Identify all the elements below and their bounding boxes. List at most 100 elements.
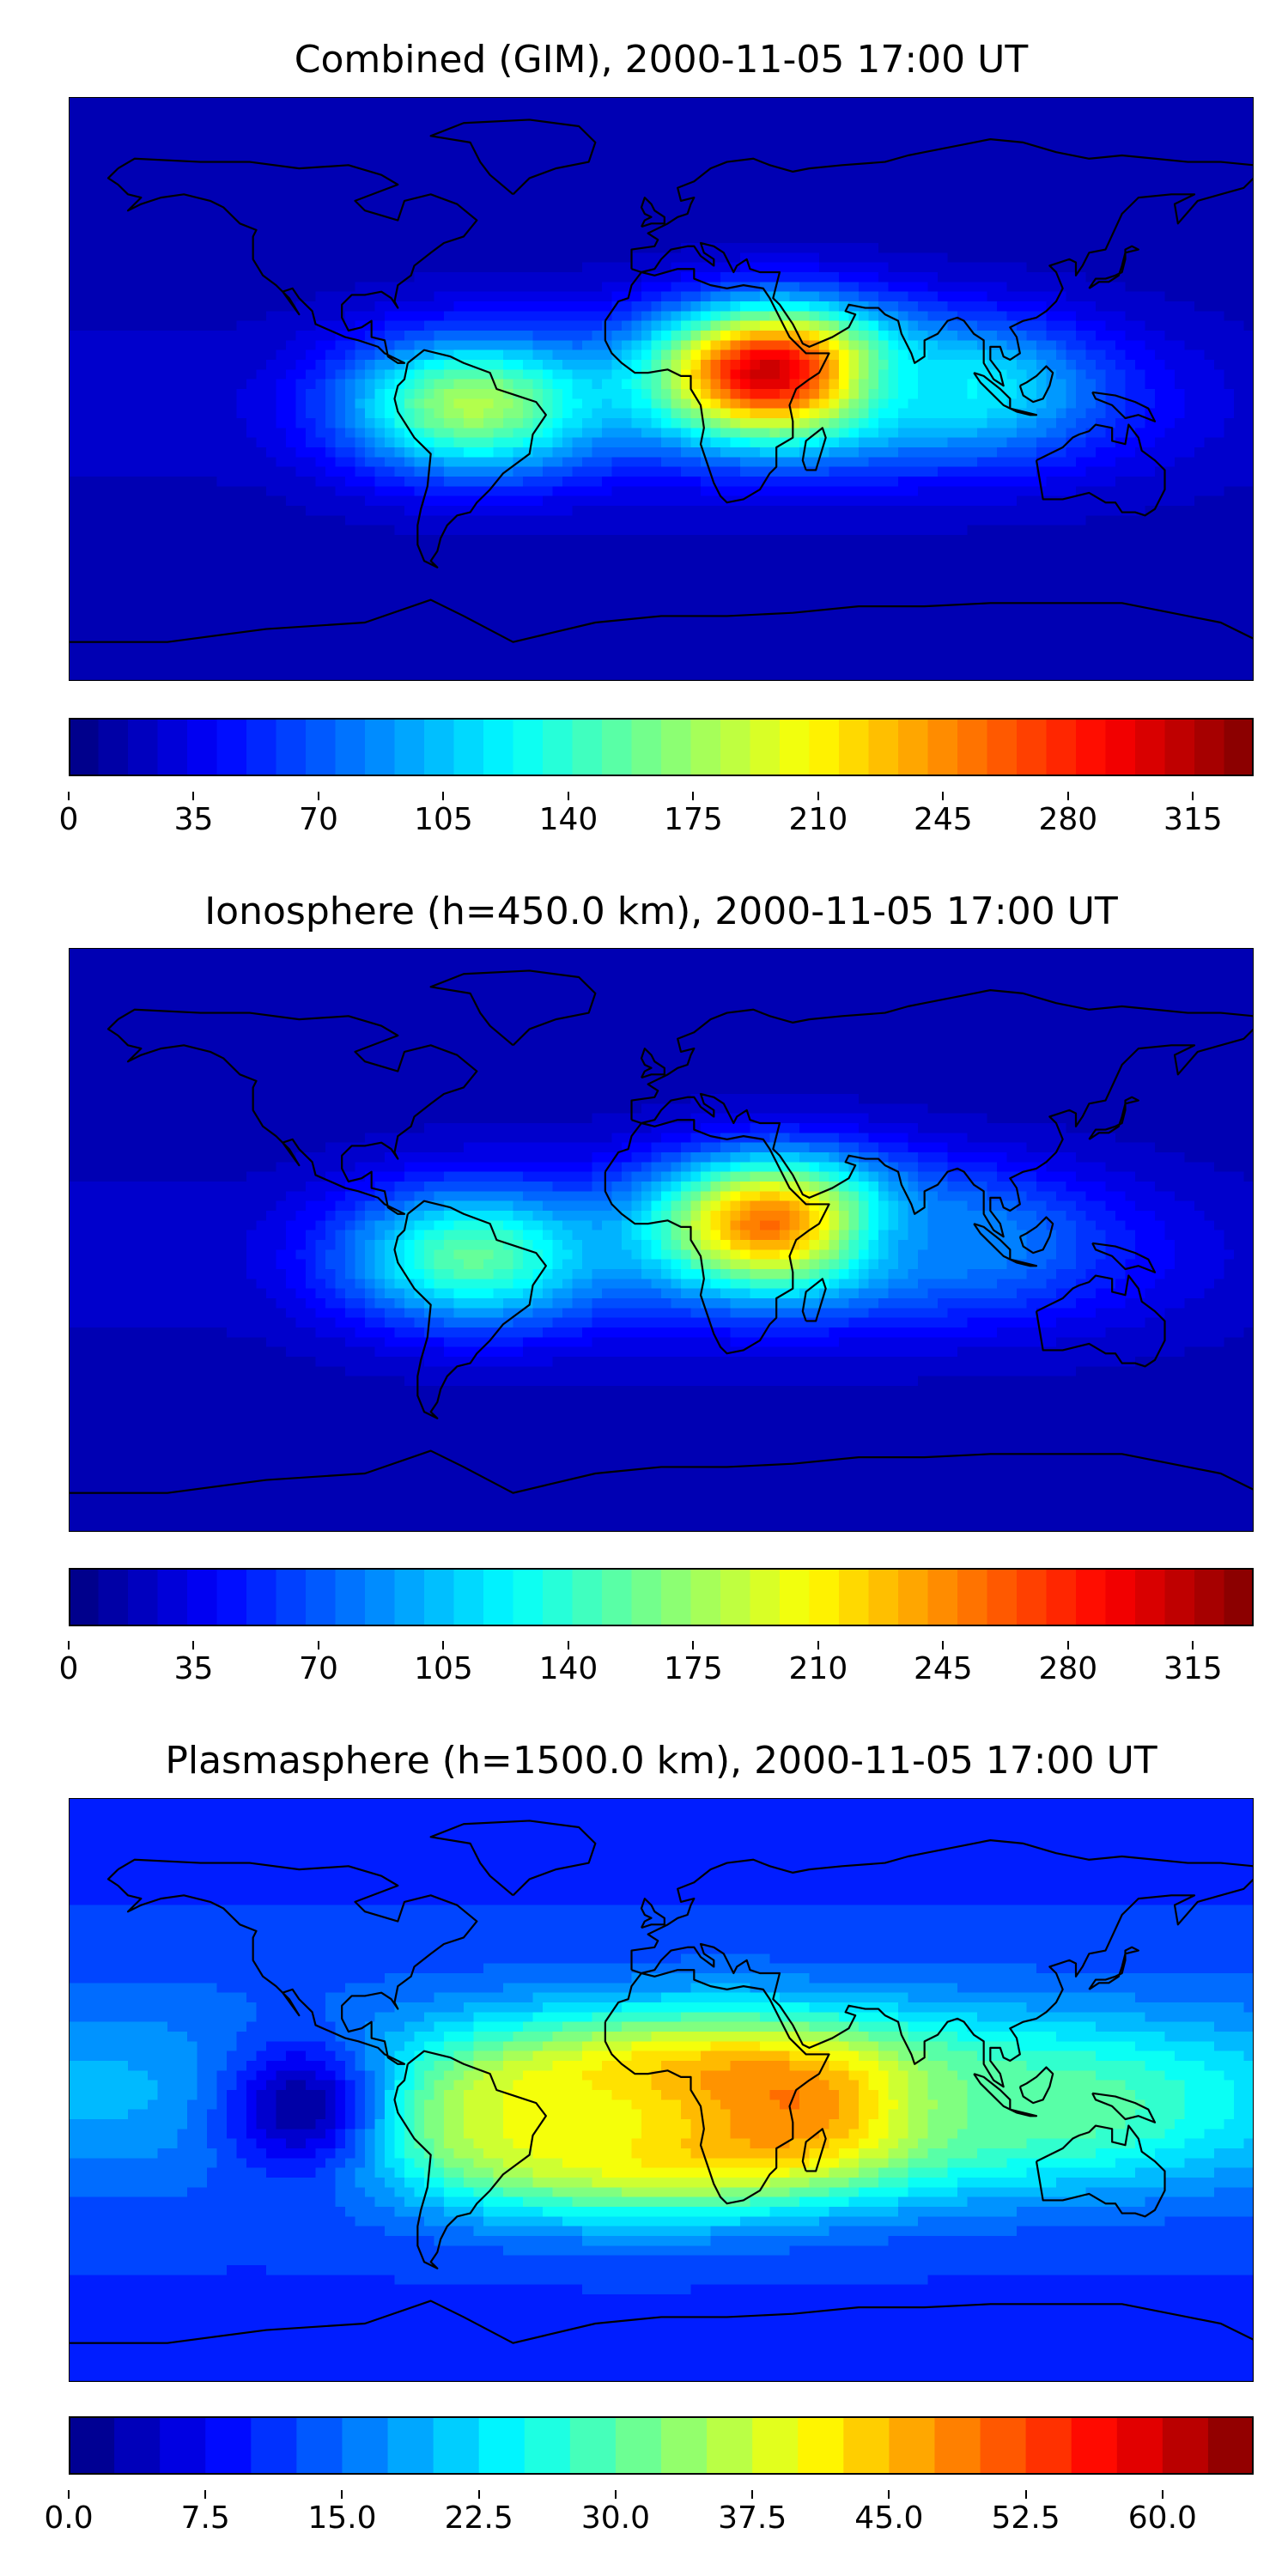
heatmap-cell [918, 252, 929, 264]
heatmap-cell [582, 243, 593, 254]
heatmap-cell [216, 428, 228, 439]
heatmap-cell [839, 136, 850, 147]
heatmap-cell [295, 369, 307, 380]
heatmap-cell [98, 165, 109, 176]
heatmap-cell [750, 418, 761, 429]
heatmap-cell [898, 214, 909, 225]
heatmap-cell [631, 282, 642, 293]
heatmap-cell [236, 272, 247, 283]
heatmap-cell [859, 165, 870, 176]
heatmap-cell [385, 437, 396, 448]
heatmap-cell [444, 437, 455, 448]
heatmap-cell [622, 379, 633, 390]
heatmap-cell [513, 408, 524, 419]
heatmap-cell [690, 291, 702, 302]
heatmap-cell [157, 466, 168, 477]
heatmap-cell [236, 360, 247, 371]
heatmap-cell [1135, 477, 1146, 488]
heatmap-cell [276, 214, 287, 225]
heatmap-cell [1175, 301, 1186, 313]
heatmap-cell [1066, 243, 1077, 254]
heatmap-cell [848, 447, 860, 459]
heatmap-cell [690, 145, 702, 156]
heatmap-cell [690, 311, 702, 322]
heatmap-cell [799, 320, 811, 331]
heatmap-cell [543, 360, 554, 371]
heatmap-cell [1026, 340, 1037, 351]
heatmap-cell [236, 252, 247, 264]
heatmap-cell [69, 252, 80, 264]
heatmap-cell [947, 291, 958, 302]
heatmap-cell [315, 155, 326, 167]
heatmap-cell [256, 185, 267, 196]
heatmap-cell [365, 389, 376, 400]
heatmap-cell [997, 233, 1008, 244]
heatmap-cell [98, 185, 109, 196]
heatmap-cell [839, 165, 850, 176]
heatmap-cell [128, 106, 139, 118]
heatmap-cell [315, 223, 326, 234]
heatmap-cell [1076, 126, 1087, 137]
heatmap-cell [483, 262, 495, 273]
heatmap-cell [641, 428, 653, 439]
heatmap-cell [532, 282, 544, 293]
heatmap-cell [434, 116, 445, 127]
heatmap-cell [819, 194, 830, 205]
heatmap-cell [977, 174, 988, 185]
heatmap-cell [622, 126, 633, 137]
heatmap-cell [493, 223, 504, 234]
heatmap-cell [799, 369, 811, 380]
heatmap-cell [256, 145, 267, 156]
heatmap-cell [69, 486, 80, 497]
heatmap-cell [760, 136, 771, 147]
heatmap-cell [246, 428, 258, 439]
heatmap-cell [464, 126, 475, 137]
heatmap-cell [868, 116, 879, 127]
heatmap-cell [690, 495, 702, 507]
heatmap-cell [197, 272, 208, 283]
heatmap-cell [167, 389, 179, 400]
heatmap-cell [424, 165, 435, 176]
heatmap-cell [859, 340, 870, 351]
heatmap-cell [582, 194, 593, 205]
heatmap-cell [157, 136, 168, 147]
heatmap-cell [1164, 369, 1176, 380]
heatmap-cell [108, 233, 119, 244]
heatmap-cell [88, 466, 100, 477]
heatmap-cell [1036, 398, 1048, 410]
heatmap-cell [157, 331, 168, 342]
heatmap-cell [148, 282, 159, 293]
heatmap-cell [868, 340, 879, 351]
heatmap-cell [848, 477, 860, 488]
heatmap-cell [503, 331, 514, 342]
heatmap-cell [1194, 349, 1206, 361]
heatmap-cell [207, 369, 218, 380]
heatmap-cell [1204, 379, 1215, 390]
heatmap-cell [227, 194, 238, 205]
heatmap-cell [1135, 243, 1146, 254]
heatmap-cell [306, 301, 317, 313]
heatmap-cell [799, 174, 811, 185]
heatmap-cell [572, 437, 583, 448]
heatmap-cell [1036, 126, 1048, 137]
heatmap-cell [128, 243, 139, 254]
heatmap-cell [1026, 428, 1037, 439]
heatmap-cell [631, 301, 642, 313]
heatmap-cell [385, 136, 396, 147]
heatmap-cell [977, 126, 988, 137]
heatmap-cell [88, 331, 100, 342]
heatmap-cell [325, 437, 337, 448]
heatmap-cell [256, 477, 267, 488]
heatmap-cell [819, 97, 830, 108]
heatmap-cell [177, 204, 188, 215]
heatmap-cell [118, 136, 129, 147]
heatmap-cell [108, 428, 119, 439]
heatmap-cell [859, 252, 870, 264]
heatmap-cell [582, 447, 593, 459]
heatmap-cell [493, 185, 504, 196]
heatmap-cell [345, 389, 356, 400]
heatmap-cell [453, 408, 465, 419]
heatmap-cell [1243, 369, 1254, 380]
heatmap-cell [908, 174, 919, 185]
heatmap-cell [740, 214, 751, 225]
